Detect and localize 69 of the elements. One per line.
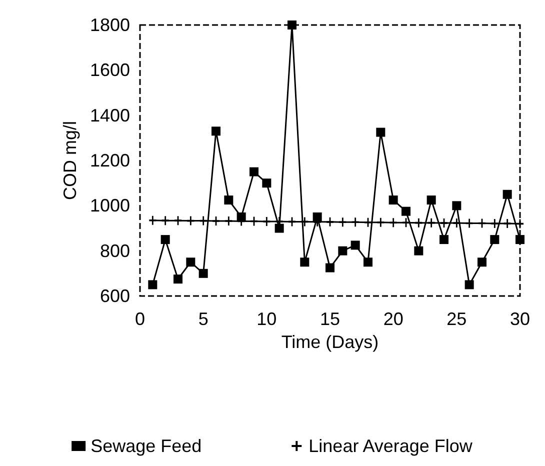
y-tick-label: 600 bbox=[100, 286, 130, 306]
point bbox=[502, 190, 512, 199]
point bbox=[262, 178, 272, 188]
point bbox=[212, 126, 220, 136]
point bbox=[224, 196, 234, 205]
point bbox=[490, 235, 500, 244]
point bbox=[326, 263, 334, 272]
legend-label: Linear Average Flow bbox=[308, 436, 474, 456]
point bbox=[440, 218, 448, 228]
x-tick-label: 10 bbox=[256, 309, 277, 329]
point bbox=[338, 246, 348, 256]
point bbox=[388, 196, 398, 205]
point bbox=[339, 218, 346, 227]
point bbox=[187, 216, 194, 226]
point bbox=[390, 218, 397, 228]
point bbox=[377, 218, 384, 227]
point bbox=[148, 280, 158, 290]
point bbox=[402, 206, 410, 216]
point bbox=[426, 196, 436, 205]
x-axis-title: Time (Days) bbox=[281, 332, 379, 352]
point bbox=[453, 218, 460, 228]
x-tick-label: 30 bbox=[510, 309, 530, 329]
point bbox=[428, 218, 435, 228]
point bbox=[376, 128, 386, 137]
point bbox=[364, 258, 372, 267]
y-tick-label: 800 bbox=[100, 240, 130, 261]
point bbox=[288, 20, 296, 30]
point bbox=[174, 216, 182, 226]
point bbox=[478, 258, 486, 267]
x-tick-label: 25 bbox=[446, 309, 467, 329]
point bbox=[440, 235, 448, 244]
y-tick-label: 1400 bbox=[90, 105, 130, 126]
point bbox=[198, 268, 208, 278]
point bbox=[464, 280, 474, 290]
point bbox=[174, 274, 182, 284]
y-tick-label: 1000 bbox=[90, 196, 130, 216]
point bbox=[263, 216, 270, 226]
point bbox=[504, 219, 511, 228]
y-tick-label: 1600 bbox=[90, 60, 130, 80]
y-tick-label: 1200 bbox=[90, 150, 130, 170]
x-tick-label: 0 bbox=[134, 309, 146, 329]
point bbox=[491, 219, 498, 228]
point bbox=[300, 258, 310, 267]
point bbox=[466, 218, 473, 228]
point bbox=[200, 216, 207, 226]
point bbox=[274, 224, 284, 233]
point bbox=[225, 216, 232, 226]
point bbox=[162, 216, 169, 226]
y-tick-label: 1800 bbox=[90, 15, 130, 35]
point bbox=[212, 216, 220, 226]
x-tick-label: 5 bbox=[198, 309, 208, 329]
point bbox=[402, 218, 410, 228]
point bbox=[149, 216, 156, 225]
point bbox=[352, 218, 359, 227]
point bbox=[364, 218, 372, 227]
point bbox=[415, 218, 422, 228]
point bbox=[160, 235, 170, 244]
x-tick-label: 20 bbox=[383, 309, 404, 329]
point bbox=[326, 217, 334, 226]
legend-label: Sewage Feed bbox=[90, 436, 202, 456]
point bbox=[414, 246, 424, 256]
x-tick-label: 15 bbox=[320, 309, 340, 329]
point bbox=[186, 258, 196, 267]
y-axis-title: COD mg/l bbox=[60, 120, 80, 200]
point bbox=[250, 167, 258, 176]
point bbox=[452, 201, 462, 210]
point bbox=[350, 240, 360, 250]
point bbox=[301, 217, 308, 226]
point bbox=[516, 235, 524, 244]
